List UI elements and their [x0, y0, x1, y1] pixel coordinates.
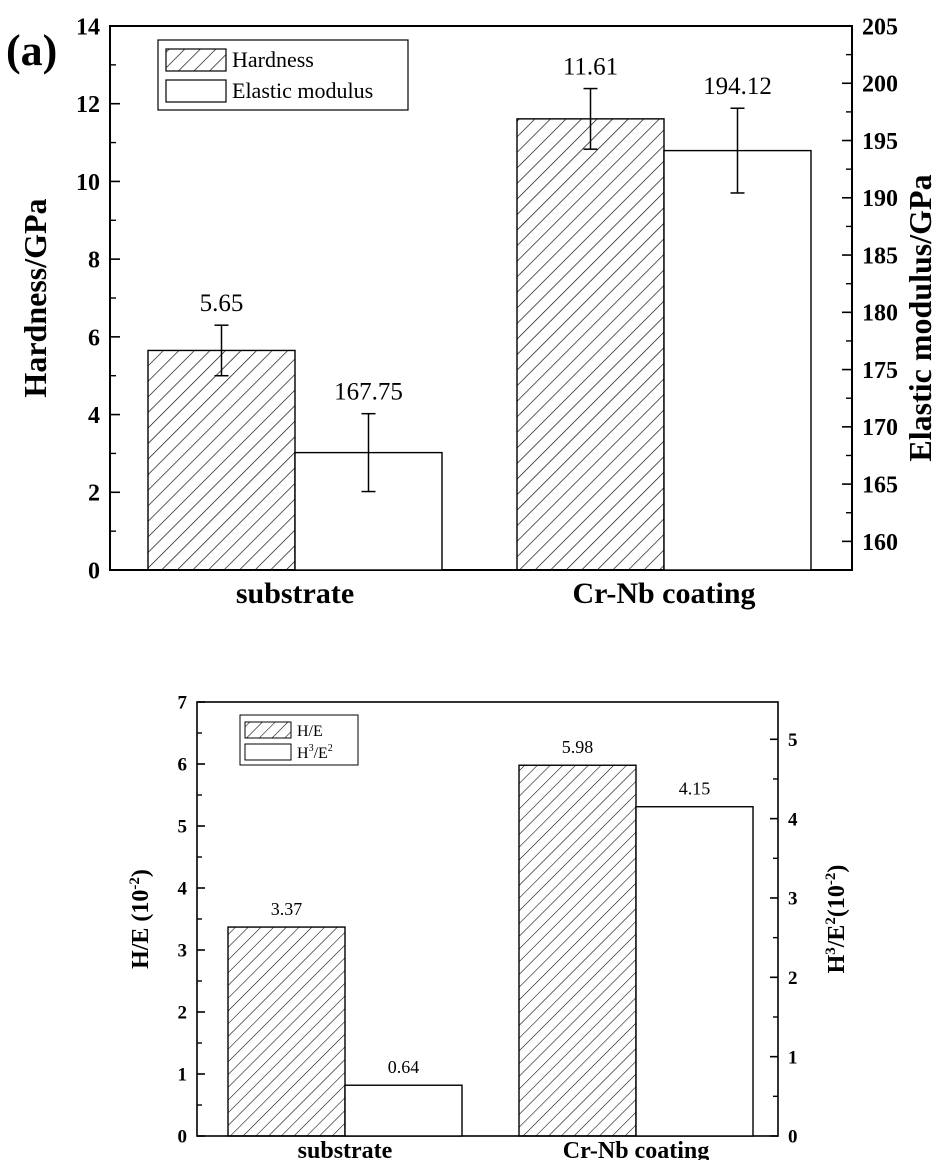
data-label: 3.37	[271, 899, 303, 919]
legend-label-hardness: Hardness	[232, 47, 314, 72]
panel-label: (a)	[6, 26, 57, 75]
bar-s1-1	[635, 806, 754, 1137]
left-tick-label: 6	[178, 755, 188, 776]
left-tick-label: 2	[88, 481, 100, 507]
right-tick-label: 200	[862, 72, 898, 98]
bar-s0-1	[516, 118, 665, 571]
left-tick-label: 12	[76, 92, 100, 118]
legend-label-he: H/E	[297, 723, 323, 740]
legend-swatch-elastic-modulus	[165, 79, 227, 103]
legend-label-elastic-modulus: Elastic modulus	[232, 78, 373, 103]
right-tick-label: 205	[862, 14, 898, 40]
left-tick-label: 0	[88, 558, 100, 584]
bar-s0-0	[147, 349, 296, 571]
right-tick-label: 2	[788, 968, 798, 989]
data-label: 167.75	[334, 379, 403, 406]
left-tick-label: 1	[178, 1065, 188, 1086]
left-tick-label: 10	[76, 170, 100, 196]
right-tick-label: 160	[862, 530, 898, 556]
data-label: 0.64	[388, 1057, 420, 1077]
left-tick-label: 6	[88, 325, 100, 351]
left-tick-label: 4	[178, 879, 188, 900]
chart-panel-b: 0 1 2 3 4 5 6 7 0 1 2 3 4 5 3.37 0.64 substrate 5.98 4.15 C…	[0, 615, 949, 1160]
right-tick-label: 190	[862, 186, 898, 212]
legend-swatch-h3e2	[244, 743, 292, 761]
bar-s0-1	[518, 764, 637, 1137]
right-tick-label: 185	[862, 243, 898, 269]
legend-label-h3e2: H3/E2	[297, 743, 333, 762]
hardness-modulus-chart: 0 2 4 6 8 10 12 14 160 165 170 175 180 185 190 195 200 20…	[6, 14, 938, 610]
right-tick-label: 4	[788, 809, 798, 830]
right-tick-label: 170	[862, 415, 898, 441]
right-tick-label: 195	[862, 129, 898, 155]
data-label: 5.65	[200, 290, 244, 317]
right-tick-label: 3	[788, 889, 798, 910]
right-tick-label: 175	[862, 358, 898, 384]
left-tick-label: 3	[178, 941, 188, 962]
category-label: Cr-Nb coating	[572, 577, 755, 610]
right-tick-label: 0	[788, 1127, 798, 1148]
legend: H/E H3/E2	[239, 714, 359, 766]
left-tick-label: 4	[88, 403, 100, 429]
category-label: substrate	[236, 577, 354, 610]
data-label: 4.15	[679, 779, 711, 799]
chart-panel-a: 0 2 4 6 8 10 12 14 160 165 170 175 180 185 190 195 200 20…	[6, 14, 938, 610]
left-tick-label: 0	[178, 1127, 188, 1148]
he-ratio-chart: 0 1 2 3 4 5 6 7 0 1 2 3 4 5 3.37 0.64 substrate 5.98 4.15 C…	[127, 693, 850, 1160]
category-label: Cr-Nb coating	[563, 1138, 709, 1160]
legend: Hardness Elastic modulus	[157, 39, 409, 111]
left-tick-label: 5	[178, 817, 188, 838]
left-tick-label: 7	[178, 693, 188, 714]
left-axis-title: Hardness/GPa	[17, 198, 53, 397]
right-tick-label: 1	[788, 1047, 798, 1068]
legend-swatch-he	[244, 721, 292, 739]
left-tick-label: 8	[88, 248, 100, 274]
left-tick-label: 14	[76, 14, 100, 40]
data-label: 11.61	[563, 54, 618, 81]
right-tick-label: 165	[862, 473, 898, 499]
bar-s1-1	[663, 149, 812, 571]
left-tick-label: 2	[178, 1003, 188, 1024]
right-tick-label: 180	[862, 301, 898, 327]
category-label: substrate	[298, 1138, 393, 1160]
right-tick-label: 5	[788, 730, 798, 751]
left-axis-title: H/E (10-2)	[127, 869, 154, 969]
bar-s1-0	[344, 1084, 463, 1137]
right-axis-title: H3/E2(10-2)	[823, 865, 850, 974]
data-label: 5.98	[562, 737, 594, 757]
bar-s0-0	[227, 926, 346, 1137]
right-axis-title: Elastic modulus/GPa	[902, 174, 938, 461]
data-label: 194.12	[703, 73, 772, 100]
legend-swatch-hardness	[165, 48, 227, 72]
